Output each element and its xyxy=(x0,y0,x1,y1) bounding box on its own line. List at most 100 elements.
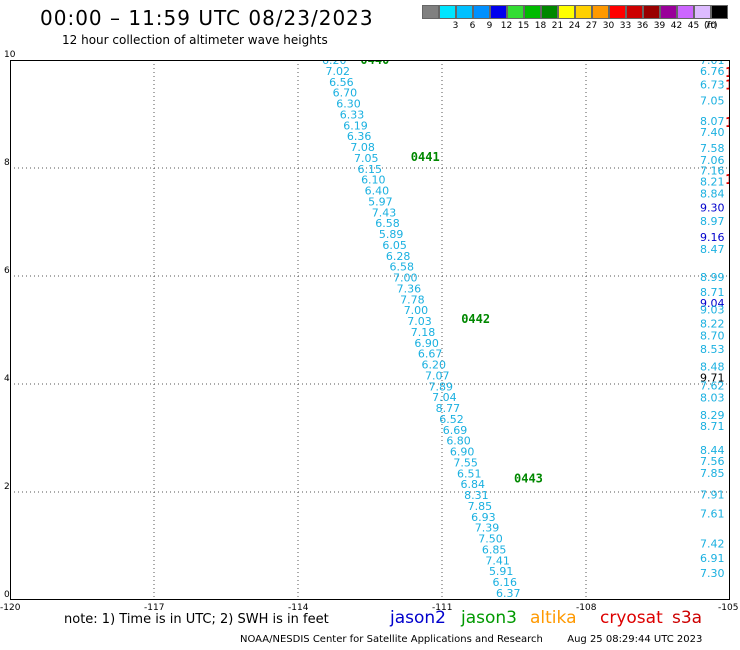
wave-height-value: 7.02 xyxy=(326,65,351,78)
wave-height-value: 8.84 xyxy=(700,187,725,200)
legend-swatch xyxy=(677,5,694,19)
wave-height-value: 5.97 xyxy=(368,195,393,208)
wave-height-value: 6.56 xyxy=(329,76,354,89)
wave-height-value: 7.05 xyxy=(700,95,725,108)
wave-height-value: 6.20 xyxy=(421,359,446,372)
legend-label: 9 xyxy=(486,21,493,31)
wave-height-value-high: 10 xyxy=(725,78,730,93)
orbit-label: 0441 xyxy=(411,150,440,164)
legend-swatch xyxy=(524,5,541,19)
wave-height-value: 9.04 xyxy=(700,297,725,310)
legend-swatch xyxy=(507,5,524,19)
wave-height-value: 8.31 xyxy=(464,489,489,502)
wave-height-value: 6.90 xyxy=(450,446,475,459)
legend-label: 36 xyxy=(636,21,649,31)
wave-height-value: 6.90 xyxy=(414,337,439,350)
legend-label: 27 xyxy=(585,21,598,31)
wave-height-value: 6.51 xyxy=(457,467,482,480)
wave-height-value: 6.76 xyxy=(700,65,725,78)
legend-swatch xyxy=(422,5,439,19)
wave-height-value: 8.47 xyxy=(700,243,725,256)
wave-height-value: 6.70 xyxy=(333,87,358,100)
wave-height-value: 8.07 xyxy=(700,115,725,128)
wave-height-value: 5.91 xyxy=(489,565,513,578)
wave-height-value: 7.07 xyxy=(425,369,450,382)
wave-height-value: 6.58 xyxy=(389,261,414,274)
wave-height-value: 7.58 xyxy=(700,142,725,155)
wave-height-value: 7.89 xyxy=(429,380,454,393)
footer-credit-text: NOAA/NESDIS Center for Satellite Applica… xyxy=(240,634,543,645)
wave-height-value: 8.21 xyxy=(700,176,725,189)
wave-height-value: 9.16 xyxy=(700,231,725,244)
wave-height-value: 6.33 xyxy=(340,108,365,121)
legend-swatch xyxy=(609,5,626,19)
legend-label: 30 xyxy=(602,21,615,31)
legend-label: 21 xyxy=(551,21,564,31)
orbit-label: 0443 xyxy=(514,472,543,486)
wave-height-value: 8.44 xyxy=(700,444,725,457)
x-tick-label: -114 xyxy=(288,603,309,613)
wave-height-value: 8.70 xyxy=(700,329,725,342)
wave-height-value: 9.71 xyxy=(700,372,725,385)
wave-height-value: 6.73 xyxy=(700,78,725,91)
y-tick-label: 10 xyxy=(4,50,16,60)
y-tick-label: 6 xyxy=(4,266,10,276)
wave-height-value: 7.85 xyxy=(700,467,725,480)
wave-height-value: 9.03 xyxy=(700,303,725,316)
wave-height-value: 7.00 xyxy=(393,272,418,285)
wave-height-value: 8.71 xyxy=(700,286,725,299)
wave-height-value: 7.06 xyxy=(700,154,725,167)
wave-height-value: 7.55 xyxy=(453,456,478,469)
legend-swatch xyxy=(711,5,728,19)
wave-height-value: 7.39 xyxy=(475,522,500,535)
wave-height-value: 7.36 xyxy=(397,282,422,295)
wave-height-value: 6.85 xyxy=(482,543,507,556)
color-legend: 3 6 9 12 15 18 21 24 27 30 33 36 39 42 45 70 (ft) xyxy=(422,5,728,35)
page-title: 00:00 – 11:59 UTC 08/23/2023 xyxy=(40,6,374,30)
y-tick-label: 4 xyxy=(4,374,10,384)
wave-height-value: 6.37 xyxy=(496,587,520,600)
wave-height-value: 7.18 xyxy=(411,326,436,339)
wave-height-map: 6.20 7.02 6.56 6.70 6.30 6.33 6.19 6.36 7.08 7.05… xyxy=(10,60,730,600)
wave-height-value: 6.30 xyxy=(336,98,361,111)
wave-height-value: 8.22 xyxy=(700,318,725,331)
wave-height-value: 7.56 xyxy=(700,455,725,468)
satellite-name: s3a xyxy=(672,608,703,628)
x-tick-label: -105 xyxy=(718,603,739,613)
wave-height-value: 6.69 xyxy=(443,424,468,437)
units-note: note: 1) Time is in UTC; 2) SWH is in fe… xyxy=(64,612,329,627)
legend-label: 15 xyxy=(517,21,530,31)
legend-swatch xyxy=(473,5,490,19)
wave-height-value: 8.48 xyxy=(700,361,725,374)
wave-height-value: 6.36 xyxy=(347,130,372,143)
wave-height-value-high: 10 xyxy=(725,173,730,188)
legend-swatch xyxy=(592,5,609,19)
wave-height-value: 6.40 xyxy=(365,185,390,198)
legend-swatch xyxy=(541,5,558,19)
wave-height-value: 7.05 xyxy=(354,152,379,165)
legend-swatch xyxy=(626,5,643,19)
y-tick-label: 2 xyxy=(4,482,10,492)
legend-swatch xyxy=(456,5,473,19)
wave-height-value: 6.10 xyxy=(361,174,386,187)
wave-height-value: 7.78 xyxy=(400,293,425,306)
wave-height-value: 8.71 xyxy=(700,420,725,433)
wave-height-value: 7.50 xyxy=(478,533,503,546)
wave-height-value: 8.53 xyxy=(700,343,725,356)
wave-height-value: 5.89 xyxy=(379,228,404,241)
wave-height-value: 6.15 xyxy=(358,163,383,176)
satellite-name: cryosat xyxy=(600,608,663,628)
wave-height-value: 9.30 xyxy=(700,201,725,214)
legend-label: 39 xyxy=(653,21,666,31)
wave-height-value: 6.58 xyxy=(375,217,400,230)
wave-height-value: 7.61 xyxy=(700,508,725,521)
legend-label: 45 xyxy=(687,21,700,31)
page-subtitle: 12 hour collection of altimeter wave hei… xyxy=(62,33,328,47)
wave-height-value: 6.16 xyxy=(492,576,516,589)
x-tick-label: -120 xyxy=(0,603,21,613)
legend-swatch xyxy=(660,5,677,19)
x-tick-label: -111 xyxy=(432,603,453,613)
legend-swatch xyxy=(575,5,592,19)
wave-height-value: 7.30 xyxy=(700,567,725,580)
wave-height-value-high: 10 xyxy=(725,66,730,81)
